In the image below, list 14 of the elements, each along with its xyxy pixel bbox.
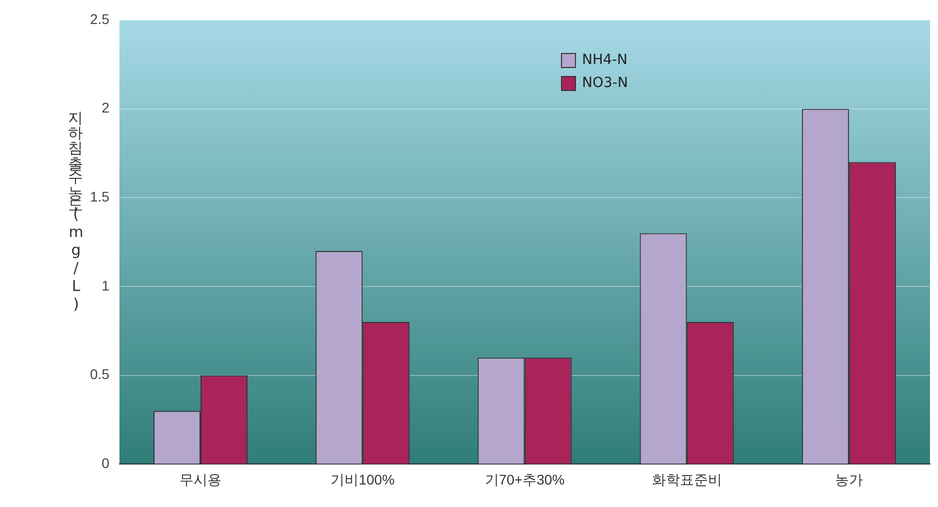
y-axis-title: 지하침출수농도(mg/L) [66,100,86,313]
x-tick-label: 농가 [834,471,863,488]
legend-label: NH4-N [582,52,628,68]
y-tick-label: 1 [102,277,110,294]
legend-label: NO3-N [582,75,628,91]
y-tick-label: 0.5 [90,366,110,382]
x-tick-label: 화학표준비 [652,471,722,488]
y-tick-label: 0 [102,455,110,472]
x-tick-label: 기비100% [330,471,395,488]
x-tick-label: 무시용 [180,471,222,488]
y-tick-label: 2 [102,100,110,116]
y-tick-label: 2.5 [90,10,110,27]
y-tick-label: 1.5 [90,188,110,205]
x-tick-label: 기70+추30% [484,471,565,488]
